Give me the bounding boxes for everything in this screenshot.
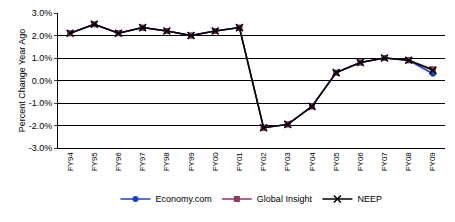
svg-text:FY09: FY09	[429, 152, 438, 172]
svg-text:FY03: FY03	[283, 152, 292, 172]
svg-text:3.0%: 3.0%	[32, 8, 53, 18]
svg-text:FY08: FY08	[404, 152, 413, 172]
svg-text:-1.0%: -1.0%	[29, 98, 53, 108]
svg-text:FY02: FY02	[259, 152, 268, 172]
svg-text:-3.0%: -3.0%	[29, 143, 53, 153]
svg-text:FY07: FY07	[380, 152, 389, 172]
svg-text:Percent Change Year Ago: Percent Change Year Ago	[17, 29, 27, 133]
svg-text:FY01: FY01	[235, 152, 244, 172]
svg-text:FY99: FY99	[187, 152, 196, 172]
svg-text:FY04: FY04	[308, 152, 317, 172]
svg-text:FY06: FY06	[356, 152, 365, 172]
svg-text:FY98: FY98	[162, 152, 171, 172]
svg-text:Global Insight: Global Insight	[257, 194, 313, 204]
svg-text:FY00: FY00	[211, 152, 220, 172]
svg-text:-2.0%: -2.0%	[29, 121, 53, 131]
svg-text:FY94: FY94	[66, 152, 75, 172]
svg-text:FY95: FY95	[90, 152, 99, 172]
svg-text:2.0%: 2.0%	[32, 31, 53, 41]
svg-text:FY97: FY97	[138, 152, 147, 172]
svg-text:NEEP: NEEP	[357, 194, 382, 204]
svg-text:1.0%: 1.0%	[32, 53, 53, 63]
svg-text:0.0%: 0.0%	[32, 76, 53, 86]
svg-text:FY96: FY96	[114, 152, 123, 172]
svg-text:Economy.com: Economy.com	[156, 194, 212, 204]
svg-text:FY05: FY05	[332, 152, 341, 172]
